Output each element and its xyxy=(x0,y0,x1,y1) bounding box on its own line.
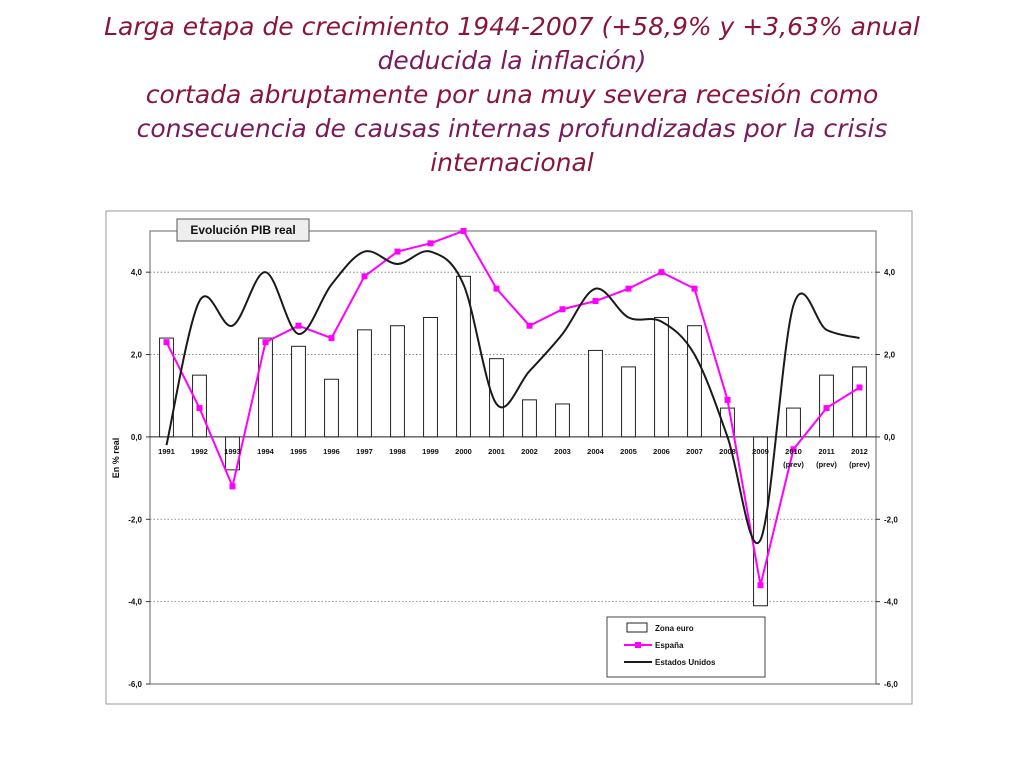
y-tick-label-left: 4,0 xyxy=(131,268,143,277)
x-tick-label-1996: 1996 xyxy=(323,447,340,456)
bar-zona-euro-2002 xyxy=(522,399,537,438)
bar-zona-euro-2003 xyxy=(555,403,570,438)
bar-zona-euro-1995 xyxy=(291,345,306,438)
marker-espana-1991 xyxy=(163,339,170,346)
x-tick-label-2004: 2004 xyxy=(587,447,605,456)
marker-espana-1993 xyxy=(229,483,236,490)
bar-zona-euro-2006 xyxy=(654,316,669,438)
marker-espana-2012 xyxy=(856,384,863,391)
x-tick-label-1998: 1998 xyxy=(389,447,406,456)
x-tick-label-2005: 2005 xyxy=(620,447,637,456)
title-line-2: deducida la inflación) xyxy=(377,46,647,75)
axes xyxy=(146,230,880,685)
bar-zona-euro-1997 xyxy=(357,329,372,438)
plot-area xyxy=(149,230,877,685)
marker-espana-1997 xyxy=(361,273,368,280)
x-tick-label-2012: 2012 xyxy=(851,447,868,456)
line-estados-unidos xyxy=(165,250,860,544)
title-line-4: consecuencia de causas internas profundi… xyxy=(136,114,888,143)
series-lines xyxy=(163,228,863,589)
bar-zona-euro-2001 xyxy=(489,358,504,438)
x-tick-label-1995: 1995 xyxy=(290,447,307,456)
x-tick-label-2002: 2002 xyxy=(521,447,538,456)
marker-espana-2009 xyxy=(757,582,764,589)
marker-espana-1992 xyxy=(196,405,203,412)
y-tick-label-right: -6,0 xyxy=(884,680,898,689)
bar-zona-euro-2005 xyxy=(621,366,636,438)
slide-title: Larga etapa de crecimiento 1944-2007 (+5… xyxy=(90,10,934,180)
title-line-5: internacional xyxy=(430,148,594,177)
title-line-1: Larga etapa de crecimiento 1944-2007 (+5… xyxy=(104,12,920,41)
x-tick-label-1993: 1993 xyxy=(224,447,241,456)
x-tick-label-2007: 2007 xyxy=(686,447,703,456)
marker-espana-2007 xyxy=(691,285,698,292)
title-line-3: cortada abruptamente por una muy severa … xyxy=(145,80,879,109)
x-tick-label-1994: 1994 xyxy=(257,447,275,456)
bar-zona-euro-1999 xyxy=(423,316,438,438)
y-tick-label-right: 2,0 xyxy=(884,351,896,360)
x-tick-sublabel-2010: (prev) xyxy=(783,460,804,469)
marker-espana-2008 xyxy=(724,396,731,403)
x-tick-label-2011: 2011 xyxy=(818,447,834,456)
legend: Zona euro España Estados Unidos xyxy=(606,616,766,678)
marker-espana-1995 xyxy=(295,322,302,329)
line-espana xyxy=(165,229,861,586)
legend-swatch-zona-euro xyxy=(626,622,648,633)
y-tick-label-left: 0,0 xyxy=(131,433,143,442)
marker-espana-1999 xyxy=(427,240,434,247)
bar-zona-euro-2004 xyxy=(588,349,603,438)
x-tick-label-1991: 1991 xyxy=(158,447,175,456)
marker-espana-2005 xyxy=(625,285,632,292)
marker-espana-2010 xyxy=(790,446,797,453)
bar-zona-euro-2010 xyxy=(786,407,801,438)
y-tick-label-left: -4,0 xyxy=(128,598,142,607)
marker-espana-1998 xyxy=(394,248,401,255)
x-tick-label-1999: 1999 xyxy=(422,447,439,456)
chart-title: Evolución PIB real xyxy=(190,223,295,237)
x-tick-label-1997: 1997 xyxy=(356,447,373,456)
marker-espana-2004 xyxy=(592,298,599,305)
marker-espana-2006 xyxy=(658,269,665,276)
x-tick-label-2000: 2000 xyxy=(455,447,472,456)
marker-espana-2011 xyxy=(823,405,830,412)
x-tick-sublabel-2011: (prev) xyxy=(816,460,837,469)
legend-label-espana: España xyxy=(655,641,684,650)
bar-zona-euro-2012 xyxy=(852,366,867,438)
marker-espana-2001 xyxy=(493,285,500,292)
bar-zona-euro-1998 xyxy=(390,325,405,438)
y-tick-label-right: -4,0 xyxy=(884,598,898,607)
y-tick-label-left: -6,0 xyxy=(128,680,142,689)
legend-label-estados-unidos: Estados Unidos xyxy=(655,658,716,667)
x-tick-label-2008: 2008 xyxy=(719,447,736,456)
x-tick-label-1992: 1992 xyxy=(191,447,208,456)
x-tick-sublabel-2012: (prev) xyxy=(849,460,870,469)
marker-espana-2002 xyxy=(526,322,533,329)
bar-zona-euro-1996 xyxy=(324,378,339,438)
y-tick-label-right: 0,0 xyxy=(884,433,896,442)
marker-espana-2000 xyxy=(460,228,467,234)
marker-espana-2003 xyxy=(559,306,566,313)
x-tick-label-2003: 2003 xyxy=(554,447,571,456)
y-tick-label-right: 4,0 xyxy=(884,268,896,277)
legend-label-zona-euro: Zona euro xyxy=(655,624,694,633)
y-tick-label-left: 2,0 xyxy=(131,351,143,360)
x-tick-label-2001: 2001 xyxy=(488,447,505,456)
x-tick-label-2009: 2009 xyxy=(752,447,769,456)
marker-espana-1996 xyxy=(328,335,335,342)
x-tick-label-2010: 2010 xyxy=(785,447,802,456)
x-tick-label-2006: 2006 xyxy=(653,447,670,456)
y-axis-label: En % real xyxy=(111,438,121,479)
bar-zona-euro-2007 xyxy=(687,325,702,438)
chart-frame xyxy=(105,210,913,705)
tick-labels: -6,0 -6,0 -4,0 -4,0 -2,0 -2,0 0,0 0,0 2,0 2,0 4,0 4… xyxy=(128,268,898,689)
y-tick-label-left: -2,0 xyxy=(128,515,142,524)
marker-espana-1994 xyxy=(262,339,269,346)
y-tick-label-right: -2,0 xyxy=(884,515,898,524)
bar-zona-euro-1994 xyxy=(258,337,273,438)
chart-title-box: Evolución PIB real xyxy=(176,218,310,242)
